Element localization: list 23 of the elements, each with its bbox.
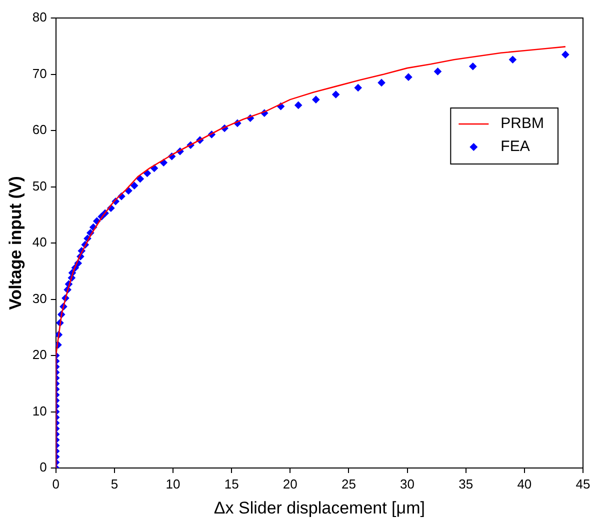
- y-tick-label: 0: [40, 460, 47, 475]
- x-tick-label: 15: [224, 476, 239, 492]
- x-tick-label: 0: [52, 476, 60, 492]
- x-tick-label: 10: [166, 476, 180, 492]
- y-axis-title: Voltage input (V): [6, 176, 25, 310]
- y-tick-label: 30: [32, 290, 47, 306]
- y-tick-label: 80: [32, 10, 47, 25]
- y-tick-label: 40: [32, 234, 47, 250]
- y-tick-label: 20: [32, 347, 47, 362]
- y-tick-label: 50: [32, 178, 47, 194]
- y-tick-label: 70: [32, 66, 47, 81]
- x-tick-label: 45: [576, 476, 590, 492]
- y-tick-label: 10: [32, 403, 47, 418]
- x-tick-label: 35: [458, 476, 474, 492]
- x-tick-label: 20: [282, 476, 298, 492]
- legend-label: PRBM: [500, 115, 544, 132]
- x-tick-label: 40: [517, 476, 532, 492]
- x-tick-label: 25: [341, 476, 356, 492]
- x-tick-label: 30: [400, 476, 415, 492]
- legend-label: FEA: [500, 138, 530, 156]
- x-tick-label: 5: [110, 476, 118, 492]
- y-tick-label: 60: [32, 122, 47, 138]
- x-axis-title: Δx Slider displacement [μm]: [214, 498, 425, 518]
